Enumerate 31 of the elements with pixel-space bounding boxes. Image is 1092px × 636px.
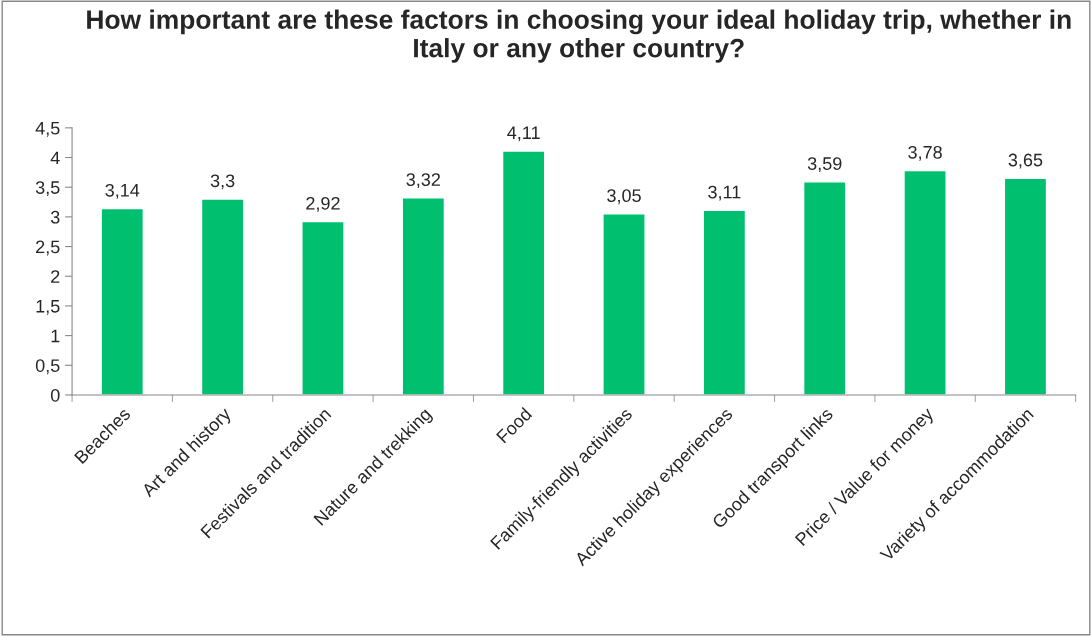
data-label: 4,11 [507, 126, 540, 142]
bar [301, 220, 345, 395]
y-tick-label: 4 [50, 151, 60, 165]
chart-title: How important are these factors in choosing your ideal holiday trip, whether in Italy or any other country? [87, 9, 1071, 63]
data-label: 3,05 [607, 189, 641, 205]
data-label: 3,32 [406, 173, 440, 189]
data-label: 3,3 [210, 174, 235, 190]
data-label: 3,59 [807, 157, 842, 173]
y-tick-label: 3,5 [35, 181, 60, 197]
y-tick-label: 3 [50, 210, 60, 224]
data-label: 3,65 [1008, 153, 1043, 169]
bar [802, 181, 847, 395]
y-tick-label: 1 [51, 329, 60, 343]
bar [401, 197, 446, 395]
bar [702, 209, 747, 395]
y-tick-label: 0 [50, 388, 60, 402]
bar [100, 207, 145, 395]
data-label: 3,11 [708, 185, 741, 201]
bar [903, 169, 947, 395]
bar [602, 213, 646, 395]
bar [200, 198, 245, 395]
y-tick-label: 2 [51, 270, 60, 283]
data-label: 2,92 [306, 196, 340, 212]
y-tick-label: 0,5 [35, 359, 60, 375]
y-tick-label: 1,5 [36, 300, 60, 315]
data-label: 3,78 [908, 145, 942, 161]
y-tick-label: 2,5 [36, 240, 60, 256]
bar [501, 150, 546, 395]
y-tick-label: 4,5 [35, 121, 60, 137]
data-label: 3,14 [105, 183, 140, 199]
bar [1003, 177, 1048, 395]
